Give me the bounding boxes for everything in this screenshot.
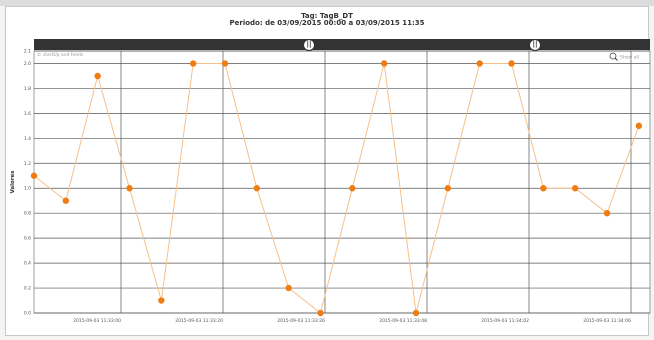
data-point[interactable] — [126, 185, 133, 192]
y-tick-label: 1.4 — [24, 136, 31, 142]
window-top-strip — [0, 0, 654, 6]
y-tick-label: 0.2 — [24, 286, 31, 292]
x-tick-label: 2015-09-03 11:33:48 — [379, 318, 427, 324]
data-point[interactable] — [94, 72, 101, 80]
series-line — [33, 62, 640, 314]
data-point[interactable] — [571, 185, 579, 192]
data-point[interactable] — [476, 60, 483, 67]
plot-area — [33, 50, 651, 314]
y-tick-label: 2.0 — [24, 61, 31, 67]
data-point[interactable] — [285, 284, 292, 292]
y-tick-label: 2.1 — [24, 49, 31, 55]
data-point[interactable] — [349, 185, 356, 192]
chart-title: Tag: TagB_DT — [301, 12, 353, 20]
data-point[interactable] — [317, 309, 324, 317]
data-point[interactable] — [30, 172, 38, 179]
y-tick-label: 0.8 — [24, 211, 31, 217]
x-tick-label: 2015-09-03 11:34:02 — [481, 318, 529, 324]
data-point[interactable] — [62, 197, 70, 204]
x-tick-label: 2015-09-03 11:34:06 — [583, 318, 631, 324]
y-axis-label: Valores — [10, 170, 16, 194]
data-point[interactable] — [508, 60, 515, 67]
data-point[interactable] — [540, 185, 547, 192]
chart-annotation: © startUp and feeds — [37, 51, 84, 58]
magnifier-handle — [614, 57, 618, 61]
y-tick-label: 0.4 — [24, 261, 31, 267]
show-all-button[interactable]: Show all — [609, 52, 639, 61]
navigator-right-handle[interactable]: || — [529, 39, 541, 51]
data-point[interactable] — [380, 60, 388, 67]
data-point[interactable] — [635, 122, 643, 130]
data-point[interactable] — [412, 309, 420, 317]
x-tick-label: 2015-09-03 11:33:20 — [175, 318, 223, 324]
show-all-label: Show all — [620, 55, 639, 61]
navigator-bar[interactable] — [34, 39, 650, 50]
magnifier-icon — [609, 52, 617, 60]
y-tick-label: 1.2 — [24, 161, 31, 167]
data-point[interactable] — [158, 297, 165, 304]
y-tick-label: 1.6 — [24, 111, 31, 117]
data-point[interactable] — [253, 185, 261, 192]
y-tick-label: 1.8 — [24, 86, 31, 92]
navigator-left-handle[interactable]: || — [303, 39, 315, 51]
data-point[interactable] — [444, 185, 452, 192]
x-tick-label: 2015-09-03 11:33:26 — [277, 318, 325, 324]
y-tick-label: 1.0 — [24, 186, 31, 192]
y-tick-label: 0.6 — [24, 236, 31, 242]
data-point[interactable] — [603, 209, 611, 217]
data-point[interactable] — [189, 60, 197, 67]
x-tick-label: 2015-09-03 11:33:00 — [73, 318, 121, 324]
y-tick-label: 0.0 — [24, 311, 31, 317]
data-point[interactable] — [221, 60, 229, 67]
chart-subtitle: Periodo: de 03/09/2015 00:00 a 03/09/201… — [229, 19, 425, 27]
